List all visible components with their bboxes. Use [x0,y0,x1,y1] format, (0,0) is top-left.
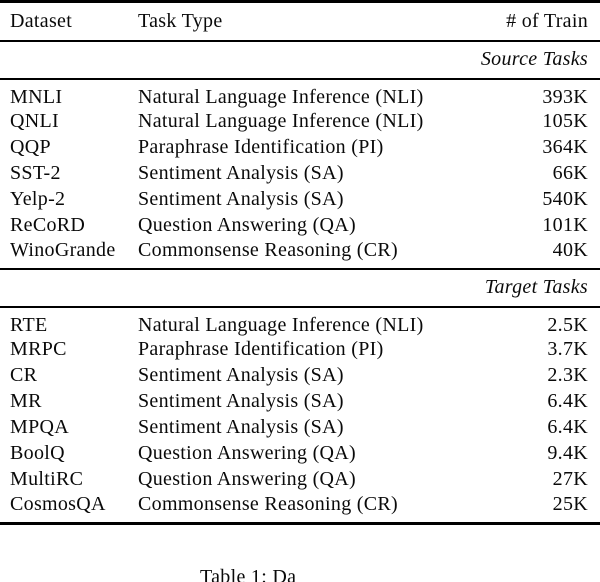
num-train-cell: 27K [552,468,588,490]
table-row: MultiRC Question Answering (QA) 27K [0,467,600,493]
table-row: WinoGrande Commonsense Reasoning (CR) 40K [0,239,600,269]
task-type-cell: Paraphrase Identification (PI) [138,136,384,158]
table-row: MPQA Sentiment Analysis (SA) 6.4K [0,415,600,441]
column-header-num-train: # of Train [506,9,588,32]
num-train-cell: 9.4K [547,442,588,464]
table-row: ReCoRD Question Answering (QA) 101K [0,213,600,239]
section-header-row: Source Tasks [0,40,600,79]
table-row: SST-2 Sentiment Analysis (SA) 66K [0,161,600,187]
num-train-cell: 540K [542,188,588,210]
dataset-cell: BoolQ [10,442,65,464]
dataset-cell: QNLI [10,110,59,132]
dataset-cell: MR [10,390,42,412]
section-header-row: Target Tasks [0,268,600,307]
table-row: MRPC Paraphrase Identification (PI) 3.7K [0,337,600,363]
num-train-cell: 2.5K [547,313,588,336]
table-row: BoolQ Question Answering (QA) 9.4K [0,441,600,467]
task-type-cell: Sentiment Analysis (SA) [138,188,344,210]
dataset-cell: CosmosQA [10,492,106,515]
table-row: MR Sentiment Analysis (SA) 6.4K [0,389,600,415]
num-train-cell: 105K [542,110,588,132]
table-caption: Table 1: Da [200,566,297,582]
task-type-cell: Sentiment Analysis (SA) [138,390,344,412]
table-header-row: Dataset Task Type # of Train [0,2,600,41]
column-header-dataset: Dataset [10,9,73,32]
table-row: CR Sentiment Analysis (SA) 2.3K [0,363,600,389]
num-train-cell: 3.7K [547,338,588,360]
dataset-cell: RTE [10,313,48,336]
task-type-cell: Natural Language Inference (NLI) [138,313,424,336]
num-train-cell: 101K [542,214,588,236]
num-train-cell: 66K [552,162,588,184]
dataset-cell: MultiRC [10,468,84,490]
task-type-cell: Question Answering (QA) [138,214,356,236]
dataset-cell: MNLI [10,85,63,108]
task-type-cell: Sentiment Analysis (SA) [138,416,344,438]
table-row: RTE Natural Language Inference (NLI) 2.5K [0,307,600,337]
dataset-cell: Yelp-2 [10,188,66,210]
table-row: MNLI Natural Language Inference (NLI) 393K [0,79,600,109]
task-type-cell: Sentiment Analysis (SA) [138,162,344,184]
task-type-cell: Commonsense Reasoning (CR) [138,238,399,261]
num-train-cell: 40K [552,238,588,261]
task-type-cell: Paraphrase Identification (PI) [138,338,384,360]
num-train-cell: 2.3K [547,364,588,386]
table-row: QNLI Natural Language Inference (NLI) 105K [0,109,600,135]
dataset-cell: QQP [10,136,51,158]
section-label: Source Tasks [480,48,588,70]
column-header-task-type: Task Type [138,9,223,32]
num-train-cell: 364K [542,136,588,158]
table-body: Source Tasks MNLI Natural Language Inferen… [0,40,600,524]
task-type-cell: Question Answering (QA) [138,468,356,490]
dataset-cell: MPQA [10,416,69,438]
table-row: QQP Paraphrase Identification (PI) 364K [0,135,600,161]
dataset-cell: ReCoRD [10,214,86,236]
datasets-table: Dataset Task Type # of Train Source Task… [0,0,600,525]
task-type-cell: Question Answering (QA) [138,442,356,464]
num-train-cell: 6.4K [547,390,588,412]
table-row: Yelp-2 Sentiment Analysis (SA) 540K [0,187,600,213]
task-type-cell: Natural Language Inference (NLI) [138,85,424,108]
task-type-cell: Commonsense Reasoning (CR) [138,492,399,515]
task-type-cell: Sentiment Analysis (SA) [138,364,344,386]
dataset-cell: SST-2 [10,162,61,184]
dataset-cell: WinoGrande [10,238,116,261]
task-type-cell: Natural Language Inference (NLI) [138,110,424,132]
section-label: Target Tasks [484,276,588,298]
dataset-cell: MRPC [10,338,67,360]
num-train-cell: 6.4K [547,416,588,438]
num-train-cell: 393K [542,85,588,108]
num-train-cell: 25K [552,492,588,515]
table-row: CosmosQA Commonsense Reasoning (CR) 25K [0,493,600,524]
dataset-cell: CR [10,364,38,386]
